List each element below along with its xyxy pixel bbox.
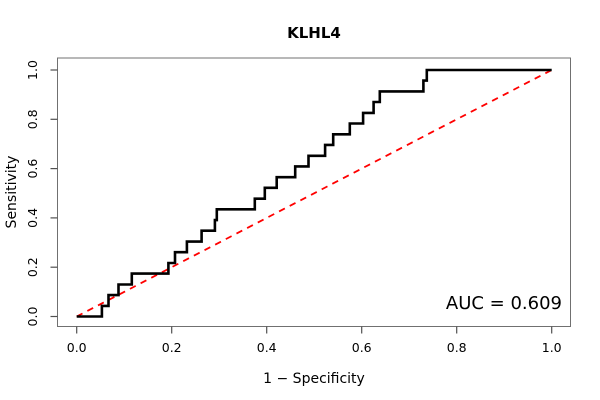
x-tick-label: 0.8 [447, 340, 467, 355]
x-tick-label: 1.0 [542, 340, 562, 355]
chart-title: KLHL4 [287, 24, 341, 42]
y-tick-label: 1.0 [25, 60, 40, 80]
y-tick-label: 0.0 [25, 307, 40, 327]
reference-diagonal-line [76, 69, 553, 318]
y-tick-label: 0.2 [25, 257, 40, 277]
x-tick-label: 0.6 [352, 340, 372, 355]
x-axis-label: 1 − Specificity [263, 371, 365, 387]
x-tick-label: 0.2 [162, 340, 182, 355]
x-tick-label: 0.4 [257, 340, 277, 355]
x-tick-label: 0.0 [67, 340, 87, 355]
y-axis-label: Sensitivity [4, 156, 20, 229]
y-tick-label: 0.8 [25, 109, 40, 129]
y-tick-label: 0.4 [25, 208, 40, 228]
y-tick-label: 0.6 [25, 159, 40, 179]
plot-box [57, 57, 571, 327]
roc-curve-path [76, 68, 552, 318]
auc-annotation: AUC = 0.609 [446, 293, 562, 314]
